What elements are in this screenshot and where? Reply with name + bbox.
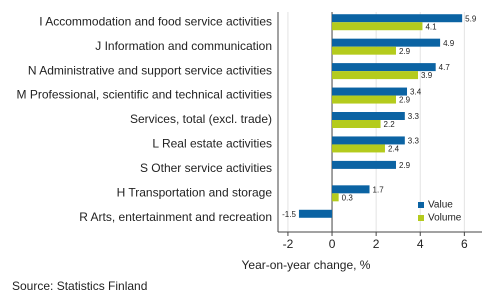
legend-swatch xyxy=(418,202,424,208)
source: Source: Statistics Finland xyxy=(12,279,147,293)
bar xyxy=(332,95,396,104)
data-label: 2.9 xyxy=(399,47,411,56)
y-tick-label: R Arts, entertainment and recreation xyxy=(79,210,272,224)
data-label: 3.3 xyxy=(408,137,420,146)
x-tick-label: 4 xyxy=(417,237,424,251)
x-tick-label: 6 xyxy=(461,237,468,251)
data-label: 2.2 xyxy=(384,120,396,129)
x-tick-label: -2 xyxy=(283,237,294,251)
bar xyxy=(332,120,381,128)
bar xyxy=(332,144,385,153)
data-label: 3.4 xyxy=(410,88,422,97)
y-tick-label: J Information and communication xyxy=(95,39,272,53)
bar xyxy=(298,209,333,218)
legend-swatch xyxy=(418,215,424,221)
bar xyxy=(332,112,405,120)
y-tick-label: H Transportation and storage xyxy=(117,186,273,200)
bar xyxy=(332,136,405,145)
data-label: 4.7 xyxy=(439,63,451,72)
legend-label: Volume xyxy=(428,213,462,224)
data-label: 4.1 xyxy=(425,22,437,31)
x-axis-title: Year-on-year change, % xyxy=(242,258,371,272)
data-label: 2.9 xyxy=(399,161,411,170)
bar xyxy=(332,71,419,80)
bar xyxy=(332,87,408,96)
x-tick-label: 0 xyxy=(329,237,336,251)
bar xyxy=(332,38,441,47)
bar xyxy=(332,14,463,23)
data-label: 5.9 xyxy=(465,14,477,23)
legend-label: Value xyxy=(428,200,453,211)
bar xyxy=(332,63,436,72)
data-label: 2.4 xyxy=(388,145,400,154)
bar xyxy=(332,46,396,55)
data-label: 3.9 xyxy=(421,71,433,80)
data-label: 2.9 xyxy=(399,96,411,105)
y-tick-label: N Administrative and support service act… xyxy=(28,63,272,77)
bar xyxy=(332,193,339,202)
y-tick-label: Services, total (excl. trade) xyxy=(130,112,272,126)
x-tick-label: 2 xyxy=(373,237,380,251)
bar xyxy=(332,185,370,194)
y-tick-label: I Accommodation and food service activit… xyxy=(39,14,272,28)
data-label: 3.3 xyxy=(408,112,420,121)
data-label: 4.9 xyxy=(443,39,455,48)
data-label: 0.3 xyxy=(342,193,354,202)
data-label: 1.7 xyxy=(373,185,385,194)
y-tick-label: M Professional, scientific and technical… xyxy=(17,88,272,102)
data-label: -1.5 xyxy=(282,210,296,219)
bar xyxy=(332,160,396,169)
y-tick-label: L Real estate activities xyxy=(152,137,272,151)
y-tick-label: S Other service activities xyxy=(140,161,272,175)
bar xyxy=(332,22,423,31)
